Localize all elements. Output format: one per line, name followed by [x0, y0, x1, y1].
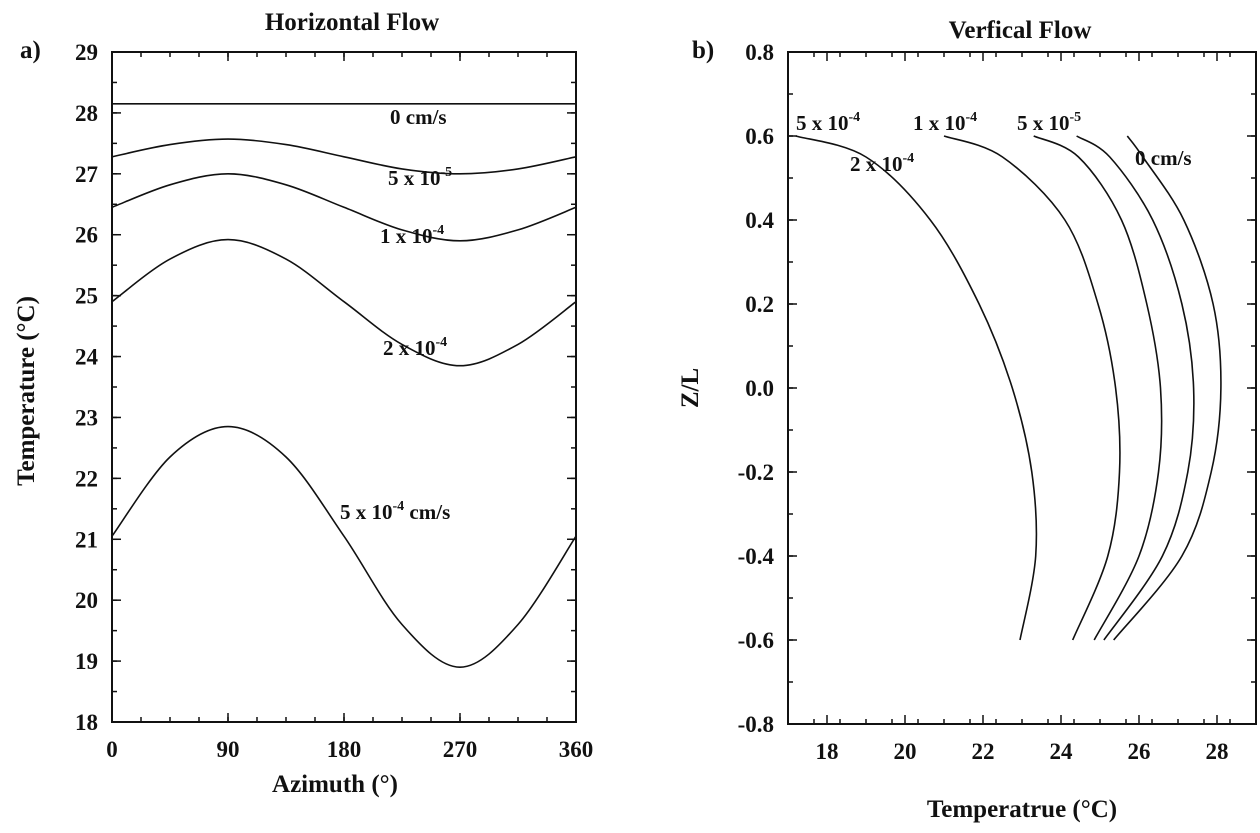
panel-a-series-h2e-4 [111, 238, 577, 367]
panel-b-series-v5e-4 [795, 135, 1038, 641]
panel-a-ylabel: Temperature (°C) [13, 296, 40, 486]
panel-b-xtick-label: 18 [816, 739, 839, 764]
panel-a-ytick-label: 18 [75, 710, 98, 735]
panel-a-label-h5e-5: 5 x 10-5 [388, 165, 452, 190]
panel-b-xtick-label: 28 [1206, 739, 1229, 764]
curve-label-part: 2 x 10 [850, 152, 903, 176]
curve-label-part: 0 cm/s [1135, 146, 1192, 170]
panel-b-series-v1e-4 [943, 135, 1121, 641]
curve-label-part: 1 x 10 [380, 224, 433, 248]
curve-label-part: -4 [849, 110, 861, 125]
panel-a-ytick-label: 19 [75, 649, 98, 674]
curve-label-part: 5 x 10 [796, 111, 849, 135]
panel-b-xtick-label: 26 [1128, 739, 1151, 764]
panel-b-ytick-label: 0.8 [745, 40, 774, 65]
panel-a-ticks: 0 90 180 270 360 18 19 20 21 22 23 24 25 26 27 28 29 [75, 40, 593, 762]
panel-b-xtick-label: 22 [972, 739, 995, 764]
panel-b-ytick-label: 0.6 [745, 124, 774, 149]
panel-b-label-v5e-4: 5 x 10-4 [796, 110, 860, 135]
panel-a-letter: a) [20, 37, 41, 64]
panel-a-xtick-label: 90 [217, 737, 240, 762]
panel-a-xtick-label: 360 [559, 737, 594, 762]
panel-a-title: Horizontal Flow [265, 9, 439, 36]
curve-label-part: 5 x 10 [388, 166, 441, 190]
panel-a-label-h1e-4: 1 x 10-4 [380, 223, 444, 248]
panel-b-ytick-label: -0.8 [738, 712, 774, 737]
curve-label-part: -5 [441, 165, 453, 180]
curve-label-part: -4 [966, 110, 978, 125]
panel-a-ytick-label: 24 [75, 345, 99, 370]
panel-a-series-h5e-4 [111, 425, 577, 669]
panel-a-ytick-label: 29 [75, 40, 98, 65]
panel-horizontal-flow: a) Horizontal Flow Azimuth (°) Temperatu… [13, 9, 593, 798]
panel-a-label-h0: 0 cm/s [390, 105, 447, 129]
panel-b-series-v5e-5 [1033, 135, 1163, 641]
panel-b-label-v0: 0 cm/s [1135, 146, 1192, 170]
panel-a-label-h2e-4: 2 x 10-4 [383, 335, 447, 360]
curve-label-part: -5 [1070, 110, 1082, 125]
panel-b-frame [787, 51, 1257, 725]
panel-b-ytick-label: 0.4 [745, 208, 774, 233]
panel-b-curves [795, 135, 1222, 641]
panel-b-letter: b) [692, 37, 714, 64]
curve-label-part: -4 [393, 499, 405, 514]
panel-b-title: Verfical Flow [949, 17, 1092, 44]
curve-label-part: 1 x 10 [913, 111, 966, 135]
panel-a-ytick-label: 23 [75, 405, 98, 430]
panel-a-ytick-label: 27 [75, 162, 98, 187]
panel-b-curve-labels: 5 x 10-42 x 10-41 x 10-4 5 x 10-50 cm/s [796, 110, 1192, 176]
panel-b-label-v1e-4: 1 x 10-4 [913, 110, 977, 135]
curve-label-part: -4 [433, 223, 445, 238]
panel-vertical-flow: b) Verfical Flow Temperatrue (°C) Z/L 18… [677, 17, 1257, 823]
panel-a-label-h5e-4: 5 x 10-4 cm/s [340, 499, 450, 524]
panel-a-curve-labels: 0 cm/s5 x 10-51 x 10-42 x 10-45 x 10-4 c… [340, 105, 452, 524]
panel-b-ytick-label: -0.2 [738, 460, 774, 485]
panel-a-xtick-label: 0 [106, 737, 118, 762]
panel-b-series-v0b [1076, 135, 1195, 641]
curve-label-part: -4 [436, 335, 448, 350]
panel-a-ytick-label: 21 [75, 527, 98, 552]
panel-b-xlabel: Temperatrue (°C) [927, 796, 1117, 823]
curve-label-part: -4 [903, 151, 915, 166]
panel-b-ticks: 18 20 22 24 26 28 -0.8 -0.6 -0.4 -0.2 0.0 0.2 0.4 0.6… [738, 40, 1257, 764]
panel-a-ytick-label: 20 [75, 588, 98, 613]
panel-b-ytick-label: 0.2 [745, 292, 774, 317]
panel-b-xtick-label: 20 [894, 739, 917, 764]
panel-a-xtick-label: 270 [443, 737, 478, 762]
curve-label-part: 2 x 10 [383, 336, 436, 360]
panel-a-ytick-label: 26 [75, 223, 98, 248]
panel-b-ytick-label: 0.0 [745, 376, 774, 401]
panel-a-ytick-label: 22 [75, 466, 98, 491]
curve-label-part: 0 cm/s [390, 105, 447, 129]
curve-label-part: 5 x 10 [340, 500, 393, 524]
panel-b-xtick-label: 24 [1050, 739, 1074, 764]
panel-b-label-v5e-5: 5 x 10-5 [1017, 110, 1081, 135]
panel-a-ytick-label: 25 [75, 284, 98, 309]
panel-b-ytick-label: -0.6 [738, 628, 774, 653]
panel-a-ytick-label: 28 [75, 101, 98, 126]
curve-label-part: 5 x 10 [1017, 111, 1070, 135]
panel-b-ylabel: Z/L [677, 368, 704, 408]
panel-a-series-h1e-4 [111, 172, 577, 242]
curve-label-part: cm/s [404, 500, 450, 524]
panel-a-xlabel: Azimuth (°) [272, 771, 398, 798]
panel-a-xtick-label: 180 [327, 737, 362, 762]
panel-a-frame [111, 51, 577, 723]
panel-a-series-h5e-5 [111, 138, 577, 175]
panel-b-label-v2e-4: 2 x 10-4 [850, 151, 914, 176]
panel-b-ytick-label: -0.4 [738, 544, 775, 569]
panel-b-series-v0 [1113, 135, 1222, 641]
panel-a-curves [111, 102, 577, 669]
